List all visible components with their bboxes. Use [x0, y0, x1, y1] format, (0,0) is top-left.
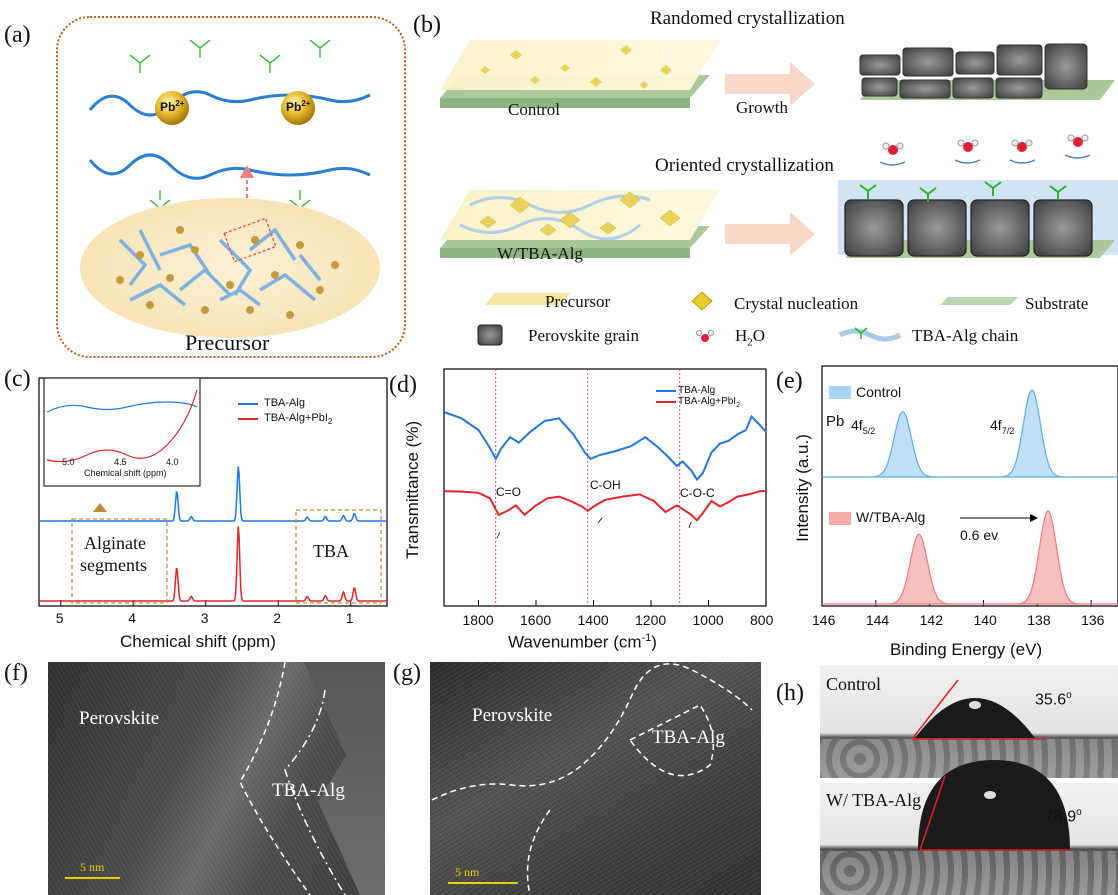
title-oriented: Oriented crystallization — [655, 155, 834, 176]
series-tba — [822, 510, 1118, 605]
inset-blue — [46, 401, 198, 413]
legend-nucleation: Crystal nucleation — [734, 294, 859, 313]
c-inset-xlabel: Chemical shift (ppm) — [84, 468, 167, 478]
contact-angle-tba — [820, 783, 1118, 895]
e-xtick-label: 136 — [1081, 612, 1105, 628]
d-xtick-label: 800 — [750, 612, 774, 628]
c-xtick-label: 5 — [55, 610, 64, 626]
h-angle-tba: 78.9o — [1045, 807, 1082, 826]
c-xtick-label: 3 — [200, 610, 209, 626]
c-inset-tick-3: 4.0 — [166, 457, 179, 467]
d-ann-coh: C-OH — [590, 478, 621, 492]
d-xtick-label: 1800 — [462, 612, 494, 628]
film-tba-label: W/TBA-Alg — [497, 244, 583, 263]
d-legend-2: TBA-Alg+PbI2 — [678, 396, 740, 409]
d-legend-1: TBA-Alg — [678, 385, 716, 396]
tem-image-g — [430, 662, 761, 895]
series-control — [822, 389, 1118, 478]
c-xtick-label: 1 — [345, 610, 354, 626]
series-tba-alg — [39, 466, 387, 522]
pb-ion-1: Pb2+ — [160, 99, 185, 114]
f-perovskite: Perovskite — [79, 708, 160, 729]
e-xtick-label: 144 — [865, 612, 890, 628]
precursor-schematic-box — [56, 16, 406, 358]
h-angle-control: 35.6o — [1035, 690, 1072, 709]
panel-label-g: (g) — [393, 660, 421, 686]
legend-substrate: Substrate — [1025, 294, 1089, 313]
precursor-caption: Precursor — [185, 330, 270, 355]
panel-label-d: (d) — [389, 372, 417, 398]
legend-precursor: Precursor — [545, 292, 611, 311]
series-tba-alg-pbi2 — [443, 490, 766, 522]
pb-ion-2: Pb2+ — [286, 99, 311, 114]
e-pb: Pb — [826, 413, 845, 430]
tem-image-f — [48, 662, 385, 895]
e-xtick-label: 146 — [812, 612, 836, 628]
d-ann-co: C=O — [496, 485, 522, 499]
c-inset-tick-2: 4.5 — [114, 457, 127, 467]
e-legend-control: Control — [856, 384, 902, 400]
h-control-label: Control — [826, 674, 882, 694]
d-xtick-label: 1200 — [635, 612, 667, 628]
e-xtick-label: 140 — [973, 612, 997, 628]
f-tba: TBA-Alg — [272, 780, 345, 801]
droplet-tba — [918, 760, 1070, 850]
g-scale: 5 nm — [455, 865, 480, 879]
c-xlabel: Chemical shift (ppm) — [120, 632, 276, 651]
legend-grain: Perovskite grain — [528, 326, 639, 345]
legend-chain: TBA-Alg chain — [912, 326, 1019, 345]
d-xtick-label: 1000 — [692, 612, 724, 628]
series-tba-alg-pbi2 — [39, 526, 387, 602]
c-inset-tick-1: 5.0 — [62, 457, 75, 467]
panel-label-f: (f) — [4, 660, 28, 686]
box-alginate-1: Alginate — [84, 533, 146, 553]
c-xtick-label: 4 — [128, 610, 137, 626]
growth-label: Growth — [736, 98, 788, 117]
panel-label-b: (b) — [413, 12, 441, 38]
e-legend-tba: W/TBA-Alg — [856, 509, 926, 525]
d-xtick-label: 1600 — [520, 612, 552, 628]
e-shift: 0.6 ev — [960, 527, 999, 543]
panel-label-h: (h) — [776, 680, 804, 706]
c-legend-1: TBA-Alg — [264, 397, 305, 409]
c-legend-2: TBA-Alg+PbI2 — [264, 412, 333, 427]
g-tba: TBA-Alg — [652, 727, 725, 748]
d-xtick-label: 1400 — [577, 612, 609, 628]
c-xtick-label: 2 — [273, 610, 282, 626]
panel-label-c: (c) — [4, 366, 31, 392]
e-xtick-label: 138 — [1027, 612, 1051, 628]
h-tba-label: W/ TBA-Alg — [826, 790, 922, 810]
panel-label-e: (e) — [776, 368, 803, 394]
inset-red — [46, 389, 198, 463]
droplet-control — [915, 698, 1035, 738]
legend-water: H2O — [735, 326, 766, 349]
box-alginate-2: segments — [80, 555, 147, 575]
f-scale: 5 nm — [80, 860, 105, 874]
e-peak1: 4f5/2 — [851, 417, 876, 436]
panel-label-a: (a) — [4, 22, 31, 48]
d-ann-coc: C-O-C — [680, 486, 715, 500]
series-tba-alg — [443, 411, 767, 482]
title-random: Randomed crystallization — [650, 8, 845, 29]
film-control-label: Control — [508, 100, 560, 119]
d-xlabel: Wavenumber (cm-1) — [508, 632, 657, 652]
e-xtick-label: 142 — [919, 612, 943, 628]
e-peak2: 4f7/2 — [990, 417, 1015, 436]
g-perovskite: Perovskite — [472, 705, 553, 726]
e-xlabel: Binding Energy (eV) — [890, 640, 1043, 659]
box-tba: TBA — [313, 541, 349, 561]
